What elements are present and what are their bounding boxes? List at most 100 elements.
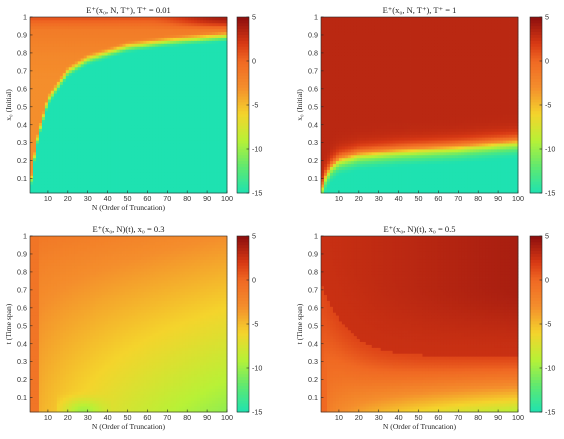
heatmap-cell (209, 160, 213, 165)
heatmap-cell (326, 175, 331, 179)
heatmap-cell (206, 28, 210, 33)
y-tick-label: 0.3 (17, 138, 27, 147)
heatmap-cell (122, 166, 126, 170)
heatmap-cell (92, 34, 97, 38)
heatmap-cell (215, 151, 219, 156)
heatmap-cell (68, 31, 73, 35)
heatmap-cell (341, 128, 346, 132)
heatmap-cell (50, 151, 55, 156)
heatmap-cell (38, 107, 43, 112)
heatmap-cell (92, 157, 97, 162)
heatmap-cell (191, 140, 195, 144)
heatmap-cell (167, 146, 171, 150)
heatmap-cell (365, 166, 370, 170)
heatmap-cell (329, 81, 334, 85)
heatmap-cell (62, 143, 67, 147)
heatmap-cell (59, 19, 64, 24)
heatmap-cell (188, 172, 192, 176)
heatmap-cell (341, 28, 346, 33)
heatmap-cell (221, 93, 225, 97)
heatmap-cell (131, 102, 135, 106)
heatmap-cell (35, 87, 40, 91)
heatmap-cell (209, 84, 213, 88)
colorbar-segment (237, 116, 249, 121)
heatmap-cell (62, 178, 67, 182)
heatmap-cell (218, 55, 222, 59)
heatmap-cell (152, 90, 156, 94)
heatmap-cell (134, 72, 138, 77)
heatmap-cell (71, 122, 76, 126)
heatmap-cell (326, 125, 331, 129)
heatmap-cell (107, 19, 111, 24)
heatmap-cell (224, 96, 228, 100)
heatmap-cell (107, 122, 111, 126)
heatmap-cell (101, 140, 106, 144)
heatmap-cell (179, 175, 183, 179)
y-tick-label: 0.4 (17, 120, 27, 129)
heatmap-cell (104, 34, 108, 38)
heatmap-cell (224, 34, 228, 38)
heatmap-cell (365, 184, 370, 188)
heatmap-cell (137, 157, 141, 162)
heatmap-cell (30, 52, 34, 56)
heatmap-cell (71, 19, 76, 24)
colorbar-segment (237, 31, 249, 35)
heatmap-cell (149, 190, 153, 194)
heatmap-cell (224, 113, 228, 118)
heatmap-cell (362, 187, 367, 191)
heatmap-cell (119, 190, 123, 194)
heatmap-cell (80, 90, 85, 94)
heatmap-cell (50, 96, 55, 100)
heatmap-cell (53, 163, 58, 167)
heatmap-cell (353, 122, 358, 126)
heatmap-cell (341, 63, 346, 68)
heatmap-cell (32, 81, 37, 85)
heatmap-cell (62, 163, 67, 167)
heatmap-cell (356, 166, 361, 170)
heatmap-cell (30, 172, 34, 176)
heatmap-cell (341, 46, 346, 50)
heatmap-cell (152, 102, 156, 106)
heatmap-cell (170, 69, 174, 74)
heatmap-cell (50, 55, 55, 59)
heatmap-cell (206, 157, 210, 162)
heatmap-cell (362, 105, 367, 109)
heatmap-cell (113, 151, 117, 156)
heatmap-cell (116, 17, 120, 21)
heatmap-cell (329, 107, 334, 112)
heatmap-cell (164, 181, 168, 185)
heatmap-cell (152, 61, 156, 65)
heatmap-cell (191, 52, 195, 56)
heatmap-cell (347, 58, 352, 62)
heatmap-cell (122, 93, 126, 97)
heatmap-cell (185, 175, 189, 179)
heatmap-cell (206, 34, 210, 38)
heatmap-cell (122, 154, 126, 159)
heatmap-cell (194, 119, 198, 123)
heatmap-cell (218, 157, 222, 162)
heatmap-cell (224, 163, 228, 167)
heatmap-cell (128, 146, 132, 150)
heatmap-cell (80, 78, 85, 82)
heatmap-cell (170, 172, 174, 176)
heatmap-cell (209, 190, 213, 194)
heatmap-cell (32, 175, 37, 179)
heatmap-cell (38, 66, 43, 71)
heatmap-cell (83, 55, 88, 59)
heatmap-cell (353, 166, 358, 170)
heatmap-cell (191, 175, 195, 179)
heatmap-cell (200, 110, 204, 115)
heatmap-cell (47, 125, 52, 129)
heatmap-cell (323, 40, 328, 44)
heatmap-cell (224, 149, 228, 153)
heatmap-cell (80, 137, 85, 141)
heatmap-cell (107, 75, 111, 79)
heatmap-cell (347, 19, 352, 24)
heatmap-cell (140, 119, 144, 123)
heatmap-cell (347, 160, 352, 165)
heatmap-cell (212, 31, 216, 35)
heatmap-cell (344, 72, 349, 77)
heatmap-cell (212, 116, 216, 121)
heatmap-cell (215, 160, 219, 165)
heatmap-cell (356, 131, 361, 135)
